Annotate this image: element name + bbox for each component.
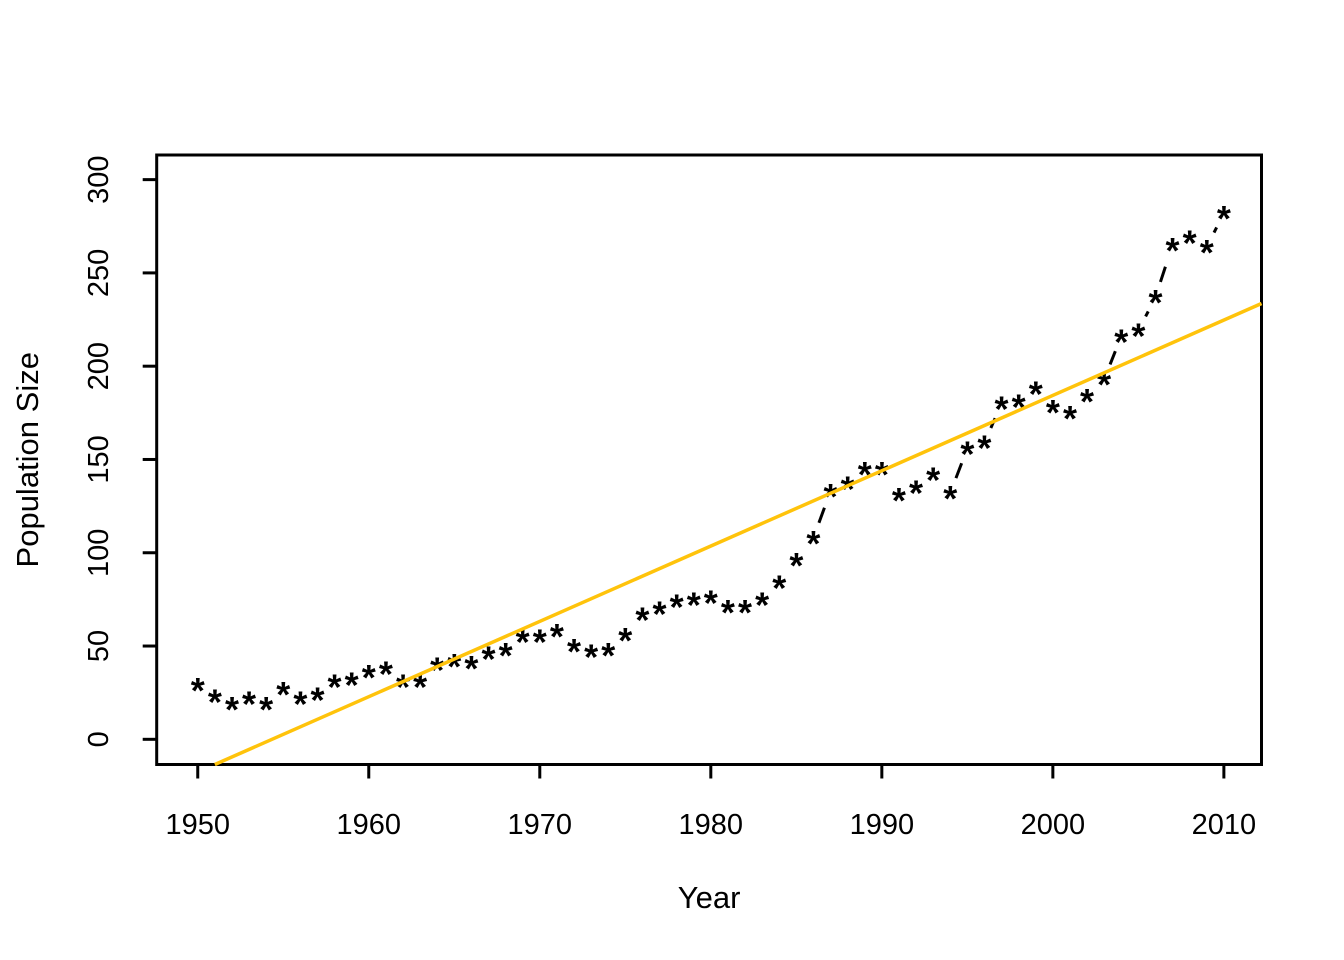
y-tick-label: 0 xyxy=(83,731,115,747)
data-point-marker: * xyxy=(379,653,393,694)
data-point-marker: * xyxy=(738,592,752,633)
data-point-marker: * xyxy=(242,683,256,724)
connector-dash xyxy=(817,505,827,524)
data-point-marker: * xyxy=(208,681,222,722)
data-point-marker: * xyxy=(310,680,324,721)
data-point-marker: * xyxy=(584,637,598,678)
x-tick-label: 2000 xyxy=(1021,809,1086,841)
data-point-marker: * xyxy=(362,657,376,698)
data-point-marker: * xyxy=(1080,381,1094,422)
data-point-marker: * xyxy=(1200,232,1214,273)
data-point-marker: * xyxy=(481,638,495,679)
y-tick-label: 100 xyxy=(83,529,115,577)
x-tick-label: 1990 xyxy=(850,809,915,841)
data-point-marker: * xyxy=(618,620,632,661)
data-point-marker: * xyxy=(601,635,615,676)
data-point-marker: * xyxy=(1012,387,1026,428)
data-point-marker: * xyxy=(772,568,786,609)
data-point-marker: * xyxy=(789,545,803,586)
data-point-marker: * xyxy=(721,592,735,633)
connector-dash xyxy=(954,462,964,479)
data-point-marker: * xyxy=(806,523,820,564)
data-point-marker: * xyxy=(225,689,239,730)
data-point-marker: * xyxy=(1046,392,1060,433)
connector-dash xyxy=(1108,350,1117,365)
data-point-marker: * xyxy=(533,622,547,663)
y-axis-title: Population Size xyxy=(10,352,45,567)
data-point-marker: * xyxy=(670,586,684,627)
data-point-marker: * xyxy=(926,459,940,500)
data-point-marker: * xyxy=(652,594,666,635)
data-point-marker: * xyxy=(875,454,889,495)
data-point-marker: * xyxy=(841,469,855,510)
data-point-marker: * xyxy=(635,599,649,640)
data-point-marker: * xyxy=(1029,374,1043,415)
data-point-marker: * xyxy=(1131,316,1145,357)
data-point-marker: * xyxy=(447,646,461,687)
connector-dash xyxy=(1212,226,1218,234)
y-tick-label: 150 xyxy=(83,435,115,483)
connector-dash xyxy=(1159,259,1170,283)
data-point-marker: * xyxy=(499,635,513,676)
data-point-marker: * xyxy=(858,454,872,495)
data-point-marker: * xyxy=(1217,198,1231,239)
data-point-marker: * xyxy=(464,648,478,689)
data-point-marker: * xyxy=(909,472,923,513)
data-point-marker: * xyxy=(977,428,991,469)
data-point-marker: * xyxy=(687,584,701,625)
data-point-marker: * xyxy=(704,583,718,624)
data-point-marker: * xyxy=(191,670,205,711)
data-point-marker: * xyxy=(328,666,342,707)
data-point-marker: * xyxy=(259,689,273,730)
plot-frame xyxy=(155,153,1264,766)
data-point-marker: * xyxy=(1114,321,1128,362)
data-point-marker: * xyxy=(995,389,1009,430)
y-tick-label: 250 xyxy=(83,249,115,297)
data-point-marker: * xyxy=(430,650,444,691)
data-point-marker: * xyxy=(1166,230,1180,271)
data-point-marker: * xyxy=(1063,398,1077,439)
data-point-marker: * xyxy=(550,616,564,657)
x-axis-title: Year xyxy=(678,880,741,915)
data-point-marker: * xyxy=(345,665,359,706)
x-tick-label: 1960 xyxy=(337,809,402,841)
connector-dash xyxy=(1144,310,1150,318)
data-point-marker: * xyxy=(396,666,410,707)
data-point-marker: * xyxy=(755,584,769,625)
x-tick-label: 1970 xyxy=(508,809,573,841)
trend-line xyxy=(214,301,1263,767)
x-tick-label: 2010 xyxy=(1192,809,1257,841)
data-point-marker: * xyxy=(276,674,290,715)
data-point-marker: * xyxy=(960,433,974,474)
y-tick-label: 200 xyxy=(83,342,115,390)
y-tick-label: 300 xyxy=(83,155,115,203)
data-point-marker: * xyxy=(892,480,906,521)
data-point-marker: * xyxy=(567,631,581,672)
x-tick-label: 1950 xyxy=(165,809,230,841)
data-point-marker: * xyxy=(293,683,307,724)
x-tick-label: 1980 xyxy=(679,809,744,841)
data-point-marker: * xyxy=(943,478,957,519)
data-point-marker: * xyxy=(824,476,838,517)
data-point-marker: * xyxy=(1148,282,1162,323)
y-tick-label: 50 xyxy=(83,630,115,662)
data-point-marker: * xyxy=(1183,222,1197,263)
